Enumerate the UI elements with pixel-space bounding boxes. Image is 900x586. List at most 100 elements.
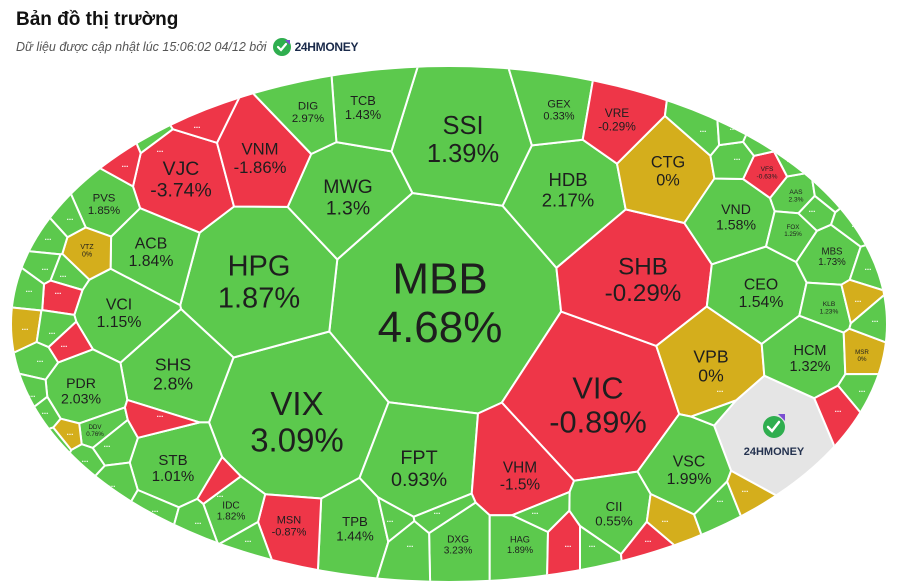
more-label: ... (152, 505, 159, 514)
more-label: ... (730, 123, 737, 132)
change-label-ceo: 1.54% (739, 294, 784, 311)
small-stock-cell[interactable] (773, 60, 900, 178)
more-label: ... (157, 410, 164, 419)
small-stock-cell[interactable] (712, 60, 781, 147)
small-stock-cell[interactable] (373, 520, 432, 586)
ticker-label-vsc: VSC (673, 454, 705, 471)
small-stock-cell[interactable] (0, 461, 139, 586)
more-label: ... (645, 535, 652, 544)
more-label: ... (662, 515, 669, 524)
change-label-msr: 0% (858, 356, 867, 363)
stock-cell-msn[interactable] (257, 493, 323, 586)
ticker-label-vtz: VTZ (80, 244, 94, 251)
more-label: ... (217, 490, 224, 499)
more-label: ... (865, 263, 872, 272)
small-stock-cell[interactable] (47, 320, 94, 364)
ticker-label-vix: VIX (270, 385, 323, 422)
small-stock-cell[interactable] (742, 60, 836, 157)
small-stock-cell[interactable] (813, 384, 900, 578)
ticker-label-pdr: PDR (66, 375, 96, 391)
more-label: ... (22, 323, 29, 332)
more-label: ... (855, 295, 862, 304)
change-label-shb: -0.29% (605, 280, 682, 307)
more-label: ... (104, 440, 111, 449)
small-stock-cell[interactable] (726, 469, 900, 586)
more-label: ... (852, 220, 859, 229)
page-title: Bản đồ thị trường (16, 9, 179, 30)
small-stock-cell[interactable] (412, 492, 477, 535)
ticker-label-hdb: HDB (548, 169, 587, 190)
ticker-label-dig: DIG (298, 100, 318, 112)
ticker-label-vpb: VPB (693, 346, 728, 366)
change-label-aas: 2.3% (788, 196, 803, 203)
ticker-label-shb: SHB (618, 253, 668, 280)
ticker-label-ctg: CTG (651, 154, 685, 172)
ticker-label-cii: CII (606, 499, 623, 514)
ticker-label-ddv: DDV (88, 424, 102, 431)
ticker-label-hpg: HPG (228, 251, 291, 283)
small-stock-cell[interactable] (49, 252, 91, 291)
more-label: ... (872, 315, 879, 324)
more-label: ... (407, 540, 414, 549)
small-stock-cell[interactable] (81, 489, 180, 586)
small-stock-cell[interactable] (848, 289, 900, 349)
more-label: ... (835, 405, 842, 414)
more-label: ... (42, 407, 49, 416)
change-label-vre: -0.29% (598, 119, 636, 133)
more-label: ... (717, 385, 724, 394)
more-label: ... (45, 233, 52, 242)
small-stock-cell[interactable] (196, 456, 242, 505)
change-label-mwg: 1.3% (326, 197, 370, 219)
heatmap-logo-text: 24HMONEY (744, 446, 805, 458)
small-stock-cell[interactable] (0, 162, 69, 256)
change-label-hcm: 1.32% (789, 359, 830, 375)
more-label: ... (49, 327, 56, 336)
change-label-hag: 1.89% (507, 545, 533, 555)
brand-name: 24HMONEY (294, 40, 359, 54)
change-label-pdr: 2.03% (61, 390, 101, 406)
small-stock-cell[interactable] (13, 443, 106, 564)
ticker-label-vjc: VJC (163, 158, 200, 180)
more-label: ... (387, 515, 394, 524)
more-label: ... (700, 125, 707, 134)
more-label: ... (742, 485, 749, 494)
brand-link[interactable]: 24HMONEY (272, 37, 359, 57)
change-label-vci: 1.15% (97, 314, 142, 331)
change-label-ctg: 0% (656, 171, 680, 189)
ticker-label-ssi: SSI (442, 112, 483, 140)
small-stock-cell[interactable] (810, 60, 900, 214)
ticker-label-ceo: CEO (744, 277, 778, 294)
ticker-label-vhm: VHM (503, 460, 537, 477)
more-label: ... (589, 540, 596, 549)
small-stock-cell[interactable] (123, 398, 201, 439)
change-label-tcb: 1.43% (345, 107, 381, 122)
small-stock-cell[interactable] (690, 399, 737, 427)
more-label: ... (109, 480, 116, 489)
ticker-label-stb: STB (158, 452, 187, 469)
change-label-tpb: 1.44% (336, 529, 374, 544)
change-label-msn: -0.87% (272, 526, 307, 538)
change-label-vsc: 1.99% (667, 471, 712, 488)
small-stock-cell[interactable] (91, 418, 139, 467)
small-stock-cell[interactable] (0, 60, 142, 188)
ticker-label-hcm: HCM (793, 343, 826, 359)
small-stock-cell[interactable] (0, 395, 62, 445)
change-label-cii: 0.55% (595, 514, 633, 529)
small-stock-cell[interactable] (52, 417, 83, 451)
ticker-label-acb: ACB (135, 236, 167, 253)
ticker-label-mbb: MBB (392, 254, 487, 303)
more-label: ... (82, 455, 89, 464)
ticker-label-msn: MSN (277, 514, 302, 526)
ticker-label-idc: IDC (222, 500, 239, 511)
ticker-label-mbs: MBS (822, 247, 844, 258)
change-label-acb: 1.84% (129, 253, 174, 270)
more-label: ... (787, 155, 794, 164)
change-label-dig: 2.97% (292, 113, 324, 125)
ticker-label-vci: VCI (106, 297, 132, 314)
ticker-label-tpb: TPB (342, 514, 368, 529)
more-label: ... (809, 205, 816, 214)
small-stock-cell[interactable] (0, 426, 73, 585)
more-label: ... (717, 495, 724, 504)
ticker-label-vre: VRE (605, 106, 630, 120)
